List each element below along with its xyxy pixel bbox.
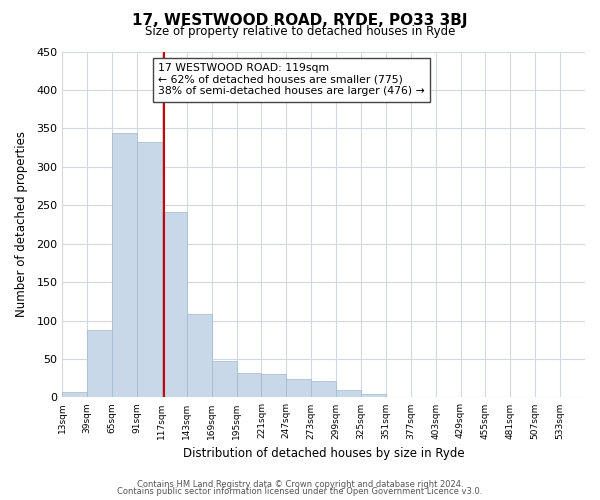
Bar [436,396,461,398]
Text: 17 WESTWOOD ROAD: 119sqm
← 62% of detached houses are smaller (775)
38% of semi-: 17 WESTWOOD ROAD: 119sqm ← 62% of detach… [158,63,425,96]
Bar [361,394,386,398]
Text: Contains HM Land Registry data © Crown copyright and database right 2024.: Contains HM Land Registry data © Crown c… [137,480,463,489]
Bar [187,314,212,398]
Bar [162,212,187,398]
Bar [236,373,262,398]
Bar [311,382,336,398]
Bar [62,392,87,398]
Bar [262,374,286,398]
Y-axis label: Number of detached properties: Number of detached properties [15,132,28,318]
Text: 17, WESTWOOD ROAD, RYDE, PO33 3BJ: 17, WESTWOOD ROAD, RYDE, PO33 3BJ [132,12,468,28]
Bar [560,396,585,398]
Text: Contains public sector information licensed under the Open Government Licence v3: Contains public sector information licen… [118,487,482,496]
Bar [87,330,112,398]
Bar [336,390,361,398]
X-axis label: Distribution of detached houses by size in Ryde: Distribution of detached houses by size … [183,447,464,460]
Bar [137,142,162,398]
Bar [286,379,311,398]
Bar [386,396,411,398]
Bar [411,396,436,398]
Text: Size of property relative to detached houses in Ryde: Size of property relative to detached ho… [145,25,455,38]
Bar [112,133,137,398]
Bar [212,362,236,398]
